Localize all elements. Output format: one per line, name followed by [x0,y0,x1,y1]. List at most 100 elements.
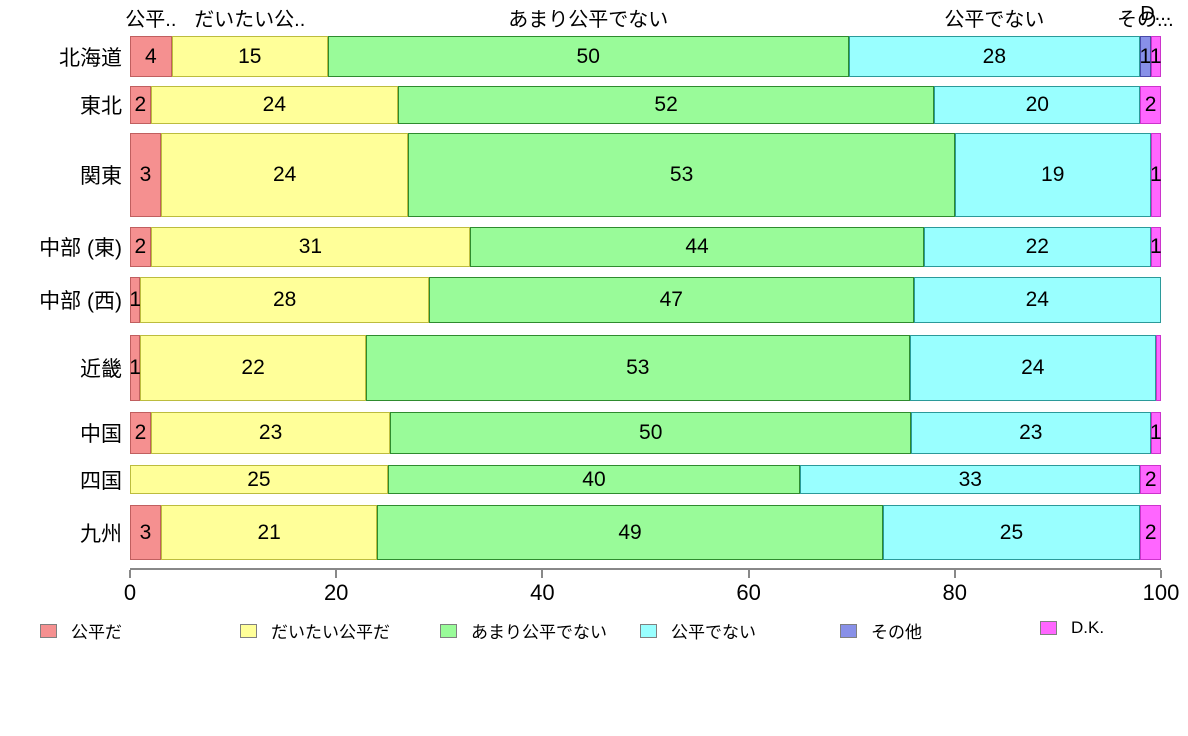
segment-value-label: 1 [1149,421,1162,444]
bar-segment: 20 [934,86,1141,124]
bar-segment: 24 [909,335,1156,401]
segment-value-label: 1 [1149,235,1162,258]
legend-label: あまり公平でない [471,623,607,642]
segment-value-label: 44 [685,235,709,258]
bar-segment: 1 [1139,36,1152,77]
bar-segment: 23 [911,412,1151,454]
bar-row: 東北 2 24 52 20 2 [0,86,1188,124]
column-header: その... [1117,9,1174,31]
segment-value-label: 19 [1041,163,1065,186]
bar-segment: 53 [408,133,955,217]
segment-value-label: 3 [139,520,152,544]
legend-swatch-icon [440,623,457,638]
bar-track: 25 40 33 2 [130,465,1161,494]
bar-segment: 28 [848,36,1141,77]
axis-tick-label: 80 [942,580,968,605]
legend-swatch-icon [840,623,857,638]
segment-value-label: 2 [1144,93,1157,116]
bar-segment: 47 [428,277,914,323]
bar-row: 四国 25 40 33 2 [0,465,1188,494]
segment-value-label: 2 [134,93,147,116]
legend-label: その他 [871,623,922,642]
bar-row: 中部 (東) 2 31 44 22 1 [0,227,1188,267]
segment-value-label: 1 [1149,44,1162,68]
axis-tick-label: 20 [323,580,349,605]
category-label: 近畿 [80,358,122,381]
axis-tick [541,570,544,578]
segment-value-label: 23 [258,421,283,444]
bar-track: 1 28 47 24 [129,277,1161,323]
bar-segment: 2 [1140,505,1161,560]
axis-tick [953,570,956,578]
segment-value-label: 25 [999,520,1024,544]
segment-value-label: 20 [1025,93,1049,116]
segment-value-label: 50 [576,44,600,68]
bar-track: 2 23 50 23 1 [130,412,1162,454]
bar-track: 3 24 53 19 1 [130,133,1162,217]
segment-value-label: 28 [982,44,1007,68]
legend-label: だいたい公平だ [271,623,390,642]
category-label: 四国 [80,469,122,493]
segment-value-label: 47 [659,288,683,311]
segment-value-label: 2 [1144,467,1157,491]
bar-segment: 24 [160,133,409,217]
bar-segment: 31 [150,227,471,267]
bar-segment: 21 [160,505,378,560]
bar-segment: 4 [130,36,172,77]
segment-value-label: 50 [639,421,663,444]
legend-swatch-icon [40,623,57,638]
segment-value-label: 24 [262,93,286,116]
bar-segment: 23 [150,412,391,454]
bar-segment: 2 [1140,465,1161,494]
legend-item: その他 [840,618,922,643]
segment-value-label: 40 [582,467,606,491]
bar-segment: 1 [1150,133,1162,217]
segment-value-label: 2 [1144,520,1157,544]
bar-track: 1 22 53 24 [129,335,1161,401]
bar-segment: 50 [327,36,849,77]
segment-value-label: 2 [134,421,147,444]
bar-segment: 1 [129,277,141,323]
axis-tick [129,570,131,578]
column-header: あまり公平でない [508,9,669,31]
segment-value-label: 24 [1021,356,1045,379]
legend-swatch-icon [240,623,257,638]
bar-segment: 2 [130,227,151,267]
bar-segment: 44 [470,227,924,267]
legend-swatch-icon [640,623,657,638]
bar-segment: 1 [1149,36,1162,77]
axis-tick [747,570,750,578]
segment-value-label: 31 [298,235,323,258]
bar-segment: 40 [387,465,801,494]
bar-segment: 22 [140,335,366,401]
category-label: 中部 (西) [39,290,122,313]
bar-segment: 1 [1149,227,1162,267]
bar-row: 北海道 4 15 50 28 1 1 [0,36,1188,77]
bar-track: 3 21 49 25 2 [130,505,1161,560]
category-label: 東北 [80,95,122,118]
segment-value-label: 49 [618,520,642,544]
segment-value-label: 52 [654,93,678,116]
segment-value-label: 22 [1025,235,1049,258]
bar-segment: 19 [954,133,1151,217]
segment-value-label: 1 [1139,44,1152,68]
segment-value-label: 1 [129,288,141,311]
legend-item: あまり公平でない [440,618,607,643]
bar-track: 2 24 52 20 2 [130,86,1161,124]
axis-tick-label: 0 [123,580,137,605]
bar-track: 4 15 50 28 1 1 [130,36,1162,77]
bar-row: 中部 (西) 1 28 47 24 [0,277,1188,323]
bar-segment: 28 [140,277,429,323]
bar-segment: 1 [1149,412,1162,454]
axis-tick-label: 40 [530,580,555,605]
bar-track: 2 31 44 22 1 [130,227,1162,267]
segment-value-label: 24 [272,163,297,186]
bar-segment: 25 [130,465,388,494]
bar-row: 中国 2 23 50 23 1 [0,412,1188,454]
bar-segment: 25 [882,505,1141,560]
segment-value-label: 22 [241,356,265,379]
bar-segment: 24 [913,277,1161,323]
bar-segment: 50 [390,412,912,454]
segment-value-label: 21 [257,520,281,544]
